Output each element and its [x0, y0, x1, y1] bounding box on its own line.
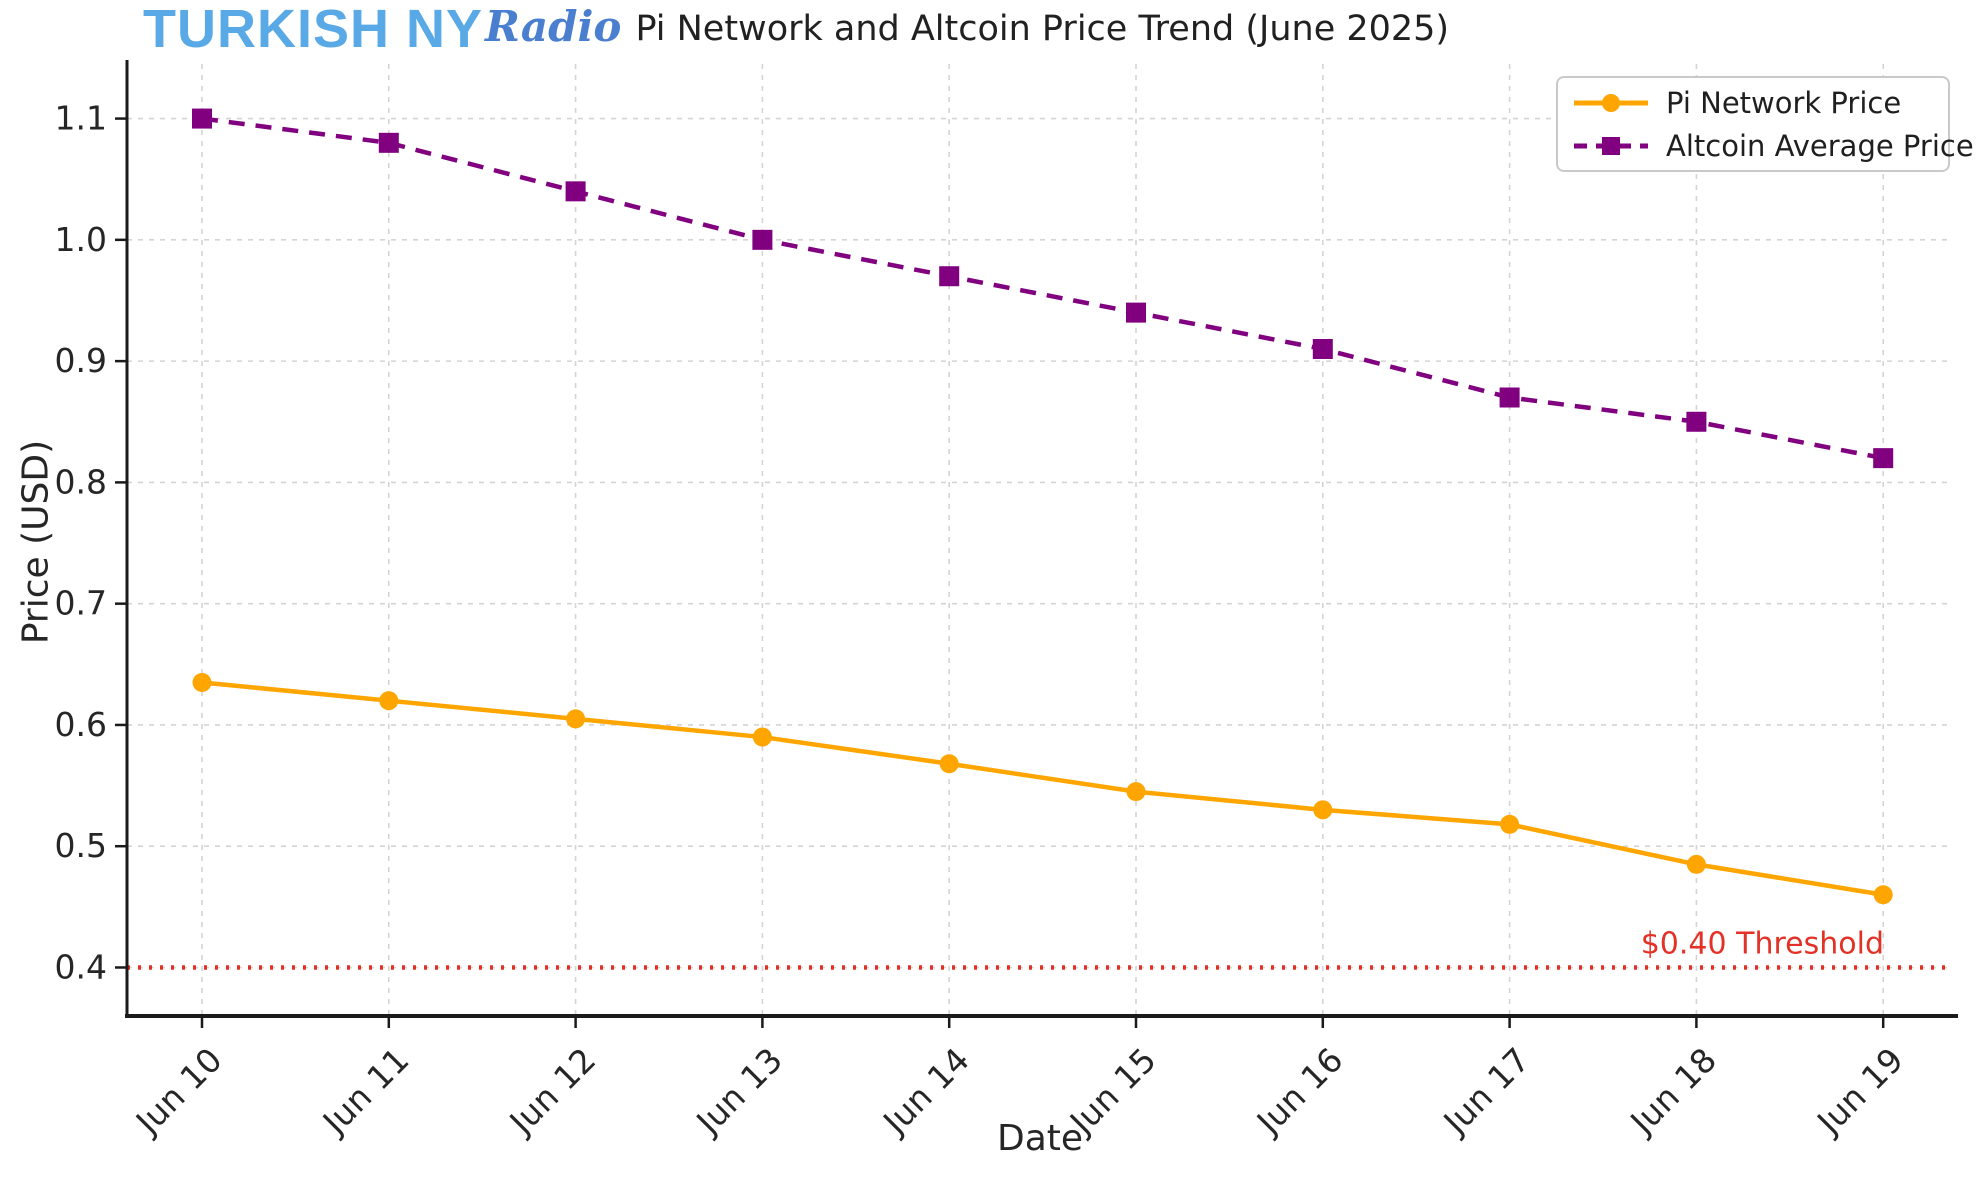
x-tick-label: Jun 12	[501, 1040, 604, 1143]
y-tick-label: 0.5	[55, 826, 107, 865]
y-axis-title: Price (USD)	[15, 439, 57, 645]
pi-network-price-marker	[939, 754, 959, 774]
page-title: Pi Network and Altcoin Price Trend (June…	[635, 9, 1450, 49]
y-tick-label: 0.8	[55, 462, 107, 501]
altcoin-average-price-marker	[1312, 338, 1333, 359]
x-tick-label: Jun 19	[1808, 1040, 1911, 1143]
brand-logo: TURKISH NY Radio	[143, 2, 621, 56]
pi-network-price-marker	[1313, 800, 1333, 820]
x-axis-title: Date	[996, 1118, 1084, 1159]
y-tick-label: 0.4	[55, 947, 107, 986]
pi-network-price-marker	[1126, 782, 1146, 802]
altcoin-average-price-marker	[939, 266, 960, 287]
pi-network-legend-sample-icon	[1574, 93, 1648, 112]
altcoin-average-price-marker	[752, 229, 773, 250]
pi-network-price-marker	[566, 709, 586, 729]
y-tick-label: 0.9	[55, 341, 107, 380]
altcoin-average-price-marker	[192, 108, 212, 129]
x-tick-label: Jun 16	[1248, 1040, 1351, 1143]
legend-item-pi-network: Pi Network Price	[1572, 86, 1934, 120]
pi-network-price-marker	[1500, 814, 1520, 834]
altcoin-legend-sample-icon	[1574, 136, 1648, 155]
altcoin-average-price-marker	[1499, 387, 1520, 408]
legend-item-altcoin: Altcoin Average Price	[1572, 129, 1974, 163]
y-tick-label: 1.1	[55, 99, 107, 138]
x-tick-label: Jun 13	[687, 1040, 790, 1143]
legend-label: Altcoin Average Price	[1666, 128, 1974, 163]
altcoin-average-price-line	[201, 116, 1884, 461]
altcoin-average-price-marker	[1873, 448, 1894, 469]
altcoin-average-price-marker	[1686, 411, 1707, 432]
x-tick-label: Jun 11	[314, 1040, 417, 1143]
brand-logo-script: Radio	[485, 2, 622, 51]
legend-label: Pi Network Price	[1666, 85, 1902, 120]
altcoin-average-price-marker	[378, 132, 399, 153]
y-tick-label: 0.7	[55, 584, 107, 623]
x-tick-label: Jun 17	[1435, 1040, 1538, 1143]
pi-network-price-marker	[192, 672, 212, 692]
pi-network-price-marker	[752, 727, 772, 747]
threshold-label: $0.40 Threshold	[1641, 926, 1884, 961]
altcoin-average-price-marker	[565, 181, 586, 202]
legend: Pi Network Price Altcoin Average Price	[1556, 76, 1974, 172]
brand-logo-primary: TURKISH NY	[143, 0, 484, 59]
altcoin-average-price-marker	[1126, 302, 1146, 323]
chart-header: TURKISH NY Radio Pi Network and Altcoin …	[143, 2, 1449, 56]
pi-network-price-marker	[1873, 885, 1893, 905]
pi-network-price-marker	[1686, 854, 1706, 874]
y-tick-label: 1.0	[55, 220, 107, 259]
x-tick-label: Jun 14	[874, 1040, 977, 1143]
x-tick-label: Jun 18	[1621, 1040, 1724, 1143]
pi-network-price-marker	[379, 691, 399, 711]
y-tick-label: 0.6	[55, 705, 107, 744]
pi-network-price-line	[201, 680, 1884, 897]
x-tick-label: Jun 10	[127, 1040, 230, 1143]
